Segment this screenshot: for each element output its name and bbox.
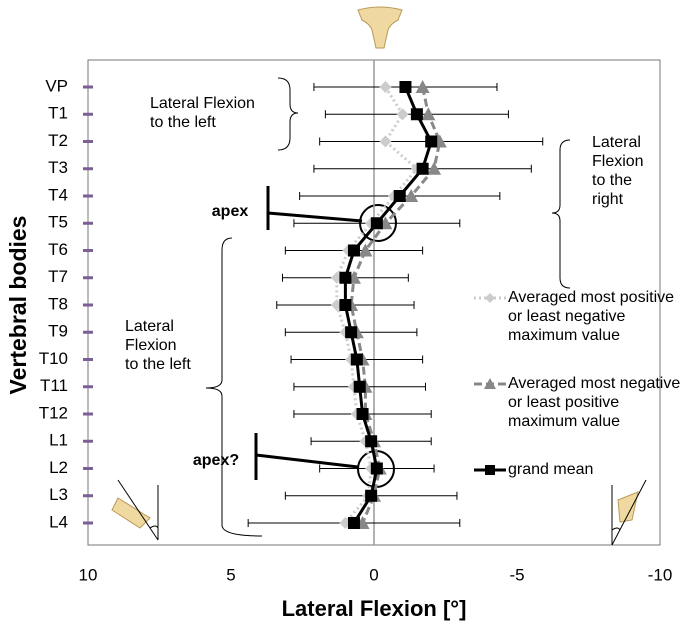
series-line: [349, 86, 442, 524]
marker: [356, 408, 369, 420]
x-tick-label: 0: [369, 565, 378, 584]
legend-label: grand mean: [508, 461, 594, 478]
marker: [365, 489, 378, 502]
marker: [393, 190, 406, 202]
marker: [485, 465, 495, 475]
marker: [347, 517, 360, 529]
y-tick-label: T6: [48, 240, 68, 259]
annotation: Lateral Flexion to the left: [150, 95, 255, 131]
marker: [425, 135, 438, 148]
vertebra-icon: [611, 479, 647, 546]
vertebra-icon: [111, 479, 159, 541]
marker: [353, 380, 366, 393]
marker: [484, 378, 496, 389]
y-tick-label: L4: [49, 512, 68, 531]
marker: [399, 81, 412, 93]
y-tick-label: T9: [48, 322, 68, 341]
marker: [345, 326, 358, 339]
brace: [205, 237, 263, 537]
legend-label: Averaged most positive or least negative…: [508, 289, 675, 344]
x-tick-label: 10: [79, 565, 98, 584]
y-tick-label: T8: [48, 294, 68, 313]
x-tick-label: -10: [648, 565, 673, 584]
marker: [416, 162, 429, 175]
annotation: apex: [212, 203, 249, 220]
y-tick-label: T10: [39, 349, 68, 368]
marker: [370, 217, 383, 230]
y-tick-label: T7: [48, 267, 68, 286]
legend-label: Averaged most negative or least positive…: [508, 375, 681, 430]
brace: [277, 77, 299, 151]
y-tick-label: T2: [48, 131, 68, 150]
x-axis-label: Lateral Flexion [°]: [282, 596, 467, 621]
marker: [347, 244, 360, 257]
annotation: Lateral Flexion to the right: [592, 134, 644, 208]
y-tick-label: T12: [39, 403, 68, 422]
marker: [358, 243, 373, 257]
marker: [370, 462, 383, 475]
marker: [350, 353, 363, 366]
y-tick-label: L3: [49, 485, 68, 504]
y-tick-label: T1: [48, 104, 68, 123]
x-tick-label: 5: [226, 565, 235, 584]
apex-pointer: [255, 453, 359, 469]
x-tick-label: -5: [509, 565, 524, 584]
marker: [339, 271, 352, 284]
y-tick-label: VP: [45, 76, 68, 95]
y-tick-label: L1: [49, 431, 68, 450]
annotation: apex?: [193, 452, 239, 469]
marker: [421, 107, 436, 121]
y-tick-label: T3: [48, 158, 68, 177]
annotation: Lateral Flexion to the left: [125, 318, 191, 373]
marker: [410, 108, 423, 121]
marker: [404, 189, 419, 202]
marker: [396, 108, 409, 121]
y-tick-label: L2: [49, 458, 68, 477]
brace: [551, 139, 571, 289]
marker: [415, 80, 430, 93]
marker: [379, 81, 392, 93]
apex-pointer: [267, 211, 363, 223]
marker: [379, 135, 392, 148]
marker: [485, 293, 495, 303]
y-tick-label: T4: [48, 185, 68, 204]
marker: [427, 161, 442, 175]
marker: [365, 435, 378, 448]
y-axis-label: Vertebral bodies: [5, 216, 31, 395]
vertebra-icon: [357, 6, 403, 49]
y-tick-label: T5: [48, 213, 68, 232]
y-tick-label: T11: [40, 376, 68, 395]
marker: [339, 299, 352, 311]
